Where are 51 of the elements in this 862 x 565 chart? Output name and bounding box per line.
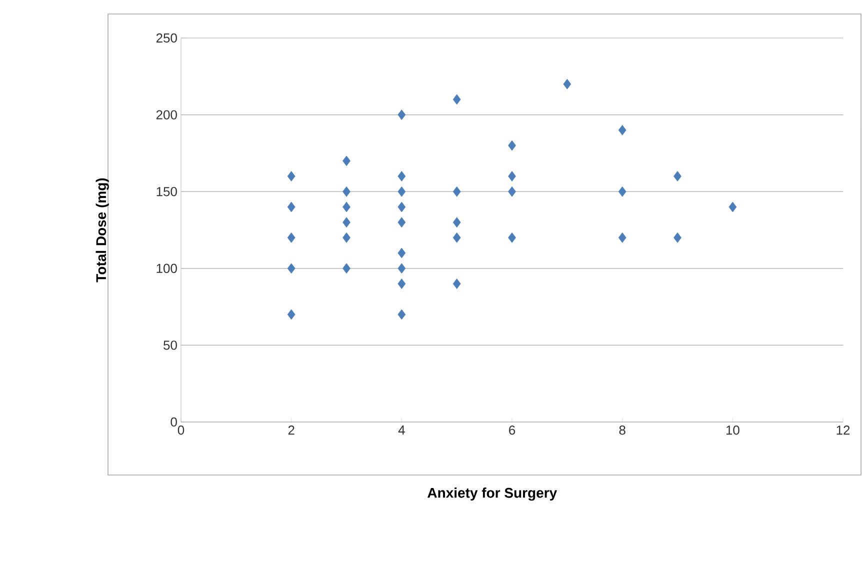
point <box>398 278 406 289</box>
point <box>287 202 296 212</box>
point <box>508 232 516 243</box>
point <box>452 217 461 228</box>
y-tick-label: 250 <box>156 33 177 43</box>
point <box>508 186 516 197</box>
x-tick-label: 6 <box>509 426 516 435</box>
point <box>618 186 626 197</box>
point <box>508 171 516 182</box>
x-tick-label: 10 <box>726 426 740 435</box>
y-tick-label: 0 <box>170 417 177 427</box>
point <box>398 263 406 274</box>
point <box>618 124 626 136</box>
point <box>398 171 406 182</box>
x-tick-label: 0 <box>178 426 184 435</box>
point <box>342 202 350 212</box>
point <box>342 232 350 243</box>
point <box>398 217 406 228</box>
point <box>728 202 737 212</box>
point <box>342 217 350 228</box>
x-tick-label: 8 <box>619 426 626 435</box>
point <box>674 232 682 243</box>
point <box>452 94 461 105</box>
point <box>618 232 626 243</box>
point <box>287 171 296 182</box>
point <box>342 186 350 197</box>
point <box>287 309 296 320</box>
point <box>452 278 461 289</box>
point <box>398 110 406 120</box>
point <box>342 263 350 274</box>
point <box>287 263 296 274</box>
x-tick-label: 4 <box>398 426 405 434</box>
y-tick-label: 50 <box>164 340 177 350</box>
y-tick-label: 200 <box>156 110 177 120</box>
x-axis-title: Anxiety for Surgery <box>428 488 558 501</box>
x-tick-label: 12 <box>836 426 850 435</box>
point <box>563 78 572 90</box>
point <box>508 140 516 151</box>
point <box>398 202 406 212</box>
y-axis-title: Total Dose (mg) <box>96 178 109 282</box>
point <box>398 309 406 320</box>
point <box>452 232 461 243</box>
x-tick-label: 2 <box>288 426 294 435</box>
point <box>398 186 406 197</box>
point <box>452 186 461 197</box>
point <box>674 171 682 182</box>
point <box>398 248 406 258</box>
point <box>287 232 296 243</box>
y-tick-label: 150 <box>156 186 177 196</box>
point <box>342 156 350 166</box>
y-tick-label: 100 <box>156 264 177 273</box>
